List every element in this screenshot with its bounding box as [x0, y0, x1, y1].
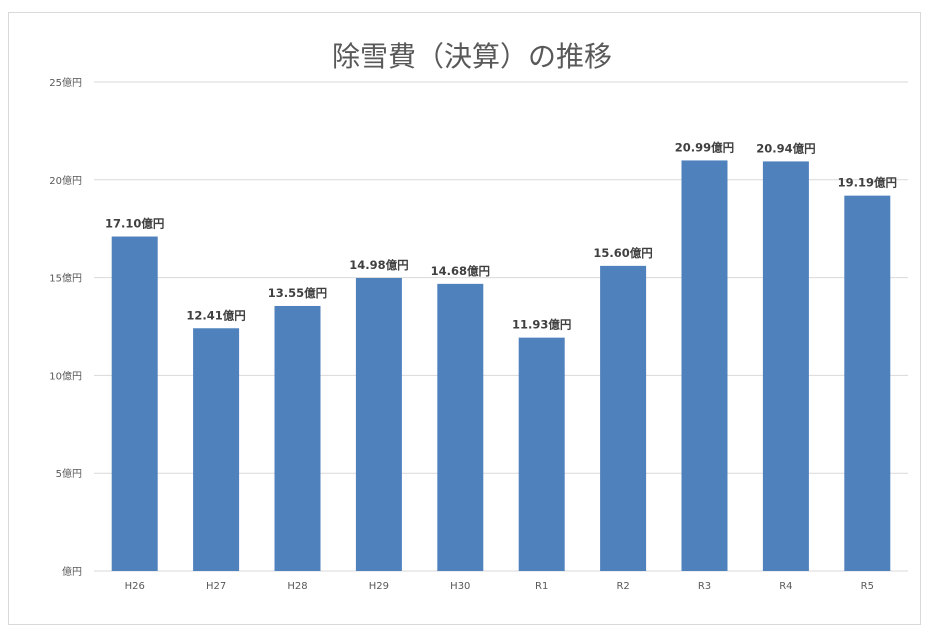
bar	[355, 277, 402, 571]
y-tick-label: 億円	[62, 565, 82, 578]
x-tick-label: R4	[779, 581, 792, 592]
chart-title: 除雪費（決算）の推移	[332, 40, 612, 73]
bar	[518, 337, 565, 571]
bar	[600, 265, 647, 571]
y-tick-label: 5億円	[56, 467, 82, 480]
x-tick-label: R5	[861, 581, 874, 592]
y-tick-label: 15億円	[49, 272, 82, 285]
x-tick-label: H29	[369, 581, 389, 592]
chart-frame	[8, 12, 921, 625]
y-tick-label: 20億円	[49, 174, 82, 187]
x-tick-label: H26	[125, 581, 145, 592]
x-tick-label: R2	[616, 581, 629, 592]
y-tick-label: 10億円	[49, 369, 82, 382]
x-tick-label: R3	[698, 581, 711, 592]
data-label: 20.94億円	[756, 141, 815, 155]
data-label: 11.93億円	[512, 318, 571, 332]
data-label: 14.68億円	[431, 264, 490, 278]
data-label: 19.19億円	[838, 176, 897, 190]
x-tick-label: H27	[206, 581, 226, 592]
x-tick-label: H30	[450, 581, 470, 592]
bar	[681, 160, 728, 571]
bar	[437, 283, 484, 571]
data-label: 12.41億円	[186, 308, 245, 322]
data-label: 13.55億円	[268, 286, 327, 300]
data-label: 14.98億円	[349, 258, 408, 272]
bar	[762, 161, 809, 571]
bar	[111, 236, 158, 572]
bar	[274, 305, 321, 571]
data-label: 17.10億円	[105, 217, 164, 231]
x-tick-label: H28	[287, 581, 307, 592]
x-tick-label: R1	[535, 581, 548, 592]
data-label: 20.99億円	[675, 140, 734, 154]
y-tick-label: 25億円	[49, 76, 82, 89]
bar	[193, 328, 240, 571]
data-label: 15.60億円	[593, 246, 652, 260]
bar	[844, 195, 891, 571]
